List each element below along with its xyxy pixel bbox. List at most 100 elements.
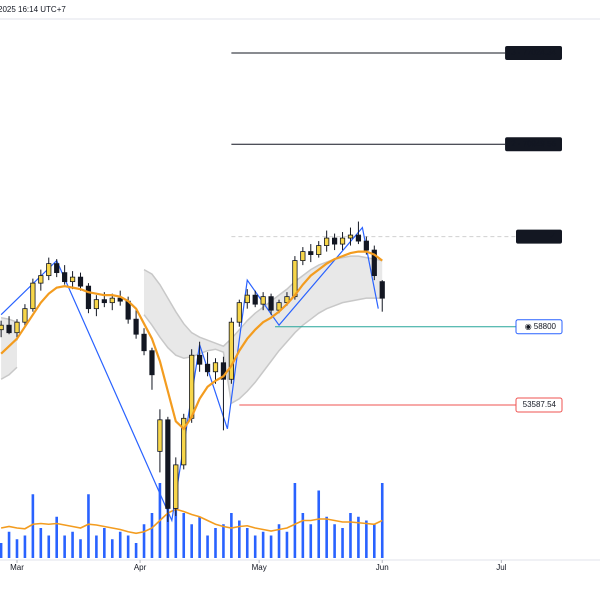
x-tick-label: Jun (376, 563, 389, 572)
volume-bar (71, 531, 74, 558)
candle-body (22, 308, 28, 323)
candle-body (260, 296, 266, 305)
volume-bar (7, 531, 11, 558)
volume-bar (285, 531, 289, 558)
candle-body (109, 297, 115, 304)
candle-body (308, 251, 314, 255)
volume-bar (325, 516, 328, 558)
volume-bar (39, 528, 43, 558)
candle-body (212, 362, 219, 373)
volume-bar (118, 531, 122, 558)
volume-bar (333, 524, 336, 558)
candle-body (6, 324, 12, 334)
candle-body (324, 237, 330, 246)
candle-body (347, 234, 354, 239)
x-tick-label: Jul (496, 563, 506, 572)
level-label-box (505, 137, 562, 152)
level-label-box (515, 319, 563, 335)
candle-body (181, 417, 187, 466)
volume-bar (349, 513, 352, 558)
volume-bar (380, 483, 384, 558)
volume-bar (238, 520, 241, 558)
candle-body (117, 297, 123, 302)
candle-body (363, 240, 369, 251)
volume-bar (95, 535, 98, 558)
volume-bar (23, 535, 27, 558)
candle-body (228, 321, 234, 380)
volume-bar (150, 513, 154, 558)
volume-bar (15, 539, 19, 558)
volume-bar (357, 516, 360, 558)
candle-body (14, 321, 20, 334)
candle-body (38, 275, 44, 284)
candle-body (197, 354, 203, 365)
candle-body (85, 285, 92, 310)
volume-bar (317, 490, 321, 558)
candle-body (30, 282, 36, 310)
level-label-text: 2 - 70949.56 (511, 139, 556, 148)
volume-bar (277, 524, 281, 558)
volume-bar (55, 516, 58, 558)
candle-body (0, 324, 4, 331)
band-area (144, 256, 383, 404)
candle-body (173, 464, 179, 509)
candle-body (339, 237, 346, 245)
candle-body (316, 245, 322, 255)
x-tick-label: Mar (10, 563, 24, 572)
band-edge (0, 366, 18, 380)
level-icon: ◉ (525, 322, 532, 331)
volume-bar (31, 494, 35, 558)
volume-bar (103, 528, 106, 558)
candle-body (252, 294, 258, 305)
volume-bar (182, 513, 186, 558)
candle-body (93, 299, 99, 310)
candle-body (268, 296, 274, 311)
chart-title: 2025 16:14 UTC+7 (0, 5, 66, 14)
candle-body (46, 263, 52, 277)
level-label-text: 53587.54 (523, 400, 557, 409)
volume-bar (0, 543, 3, 558)
volume-bar (222, 524, 225, 558)
volume-bar (341, 528, 344, 558)
level-label-box (516, 229, 562, 244)
candle-body (133, 318, 139, 335)
level-label-box (515, 397, 563, 413)
x-tick-label: May (252, 563, 267, 572)
ma-line (0, 250, 383, 431)
volume-bar (373, 524, 376, 558)
candle-body (189, 354, 195, 419)
volume-bar (214, 528, 217, 558)
volume-bar (261, 531, 265, 558)
candle-body (331, 237, 338, 245)
candle-body (379, 281, 385, 299)
volume-bar (293, 483, 297, 558)
volume-bar (301, 513, 305, 558)
volume-bar (110, 539, 114, 558)
volume-bar (87, 494, 90, 558)
candle-body (236, 302, 242, 323)
volume-bar (190, 524, 193, 558)
candle-body (157, 419, 163, 452)
volume-bar (269, 535, 273, 558)
x-tick-label: Apr (134, 563, 147, 572)
candle-body (292, 260, 298, 298)
volume-bar (47, 535, 51, 558)
candle-body (204, 363, 211, 373)
candle-body (69, 276, 76, 283)
volume-bar (142, 524, 146, 558)
candle-body (54, 263, 60, 274)
band-area (1, 317, 17, 380)
band-edge (143, 297, 383, 405)
volume-bar (79, 539, 82, 558)
volume-bar (198, 516, 201, 558)
volume-bar (253, 535, 257, 558)
candle-body (371, 249, 377, 277)
volume-bar (230, 513, 233, 558)
candle-body (149, 350, 155, 376)
volume-bar (63, 535, 66, 558)
volume-bar (309, 524, 313, 558)
level-label-box (505, 45, 562, 60)
candle-body (77, 276, 84, 287)
volume-bar (174, 501, 178, 558)
